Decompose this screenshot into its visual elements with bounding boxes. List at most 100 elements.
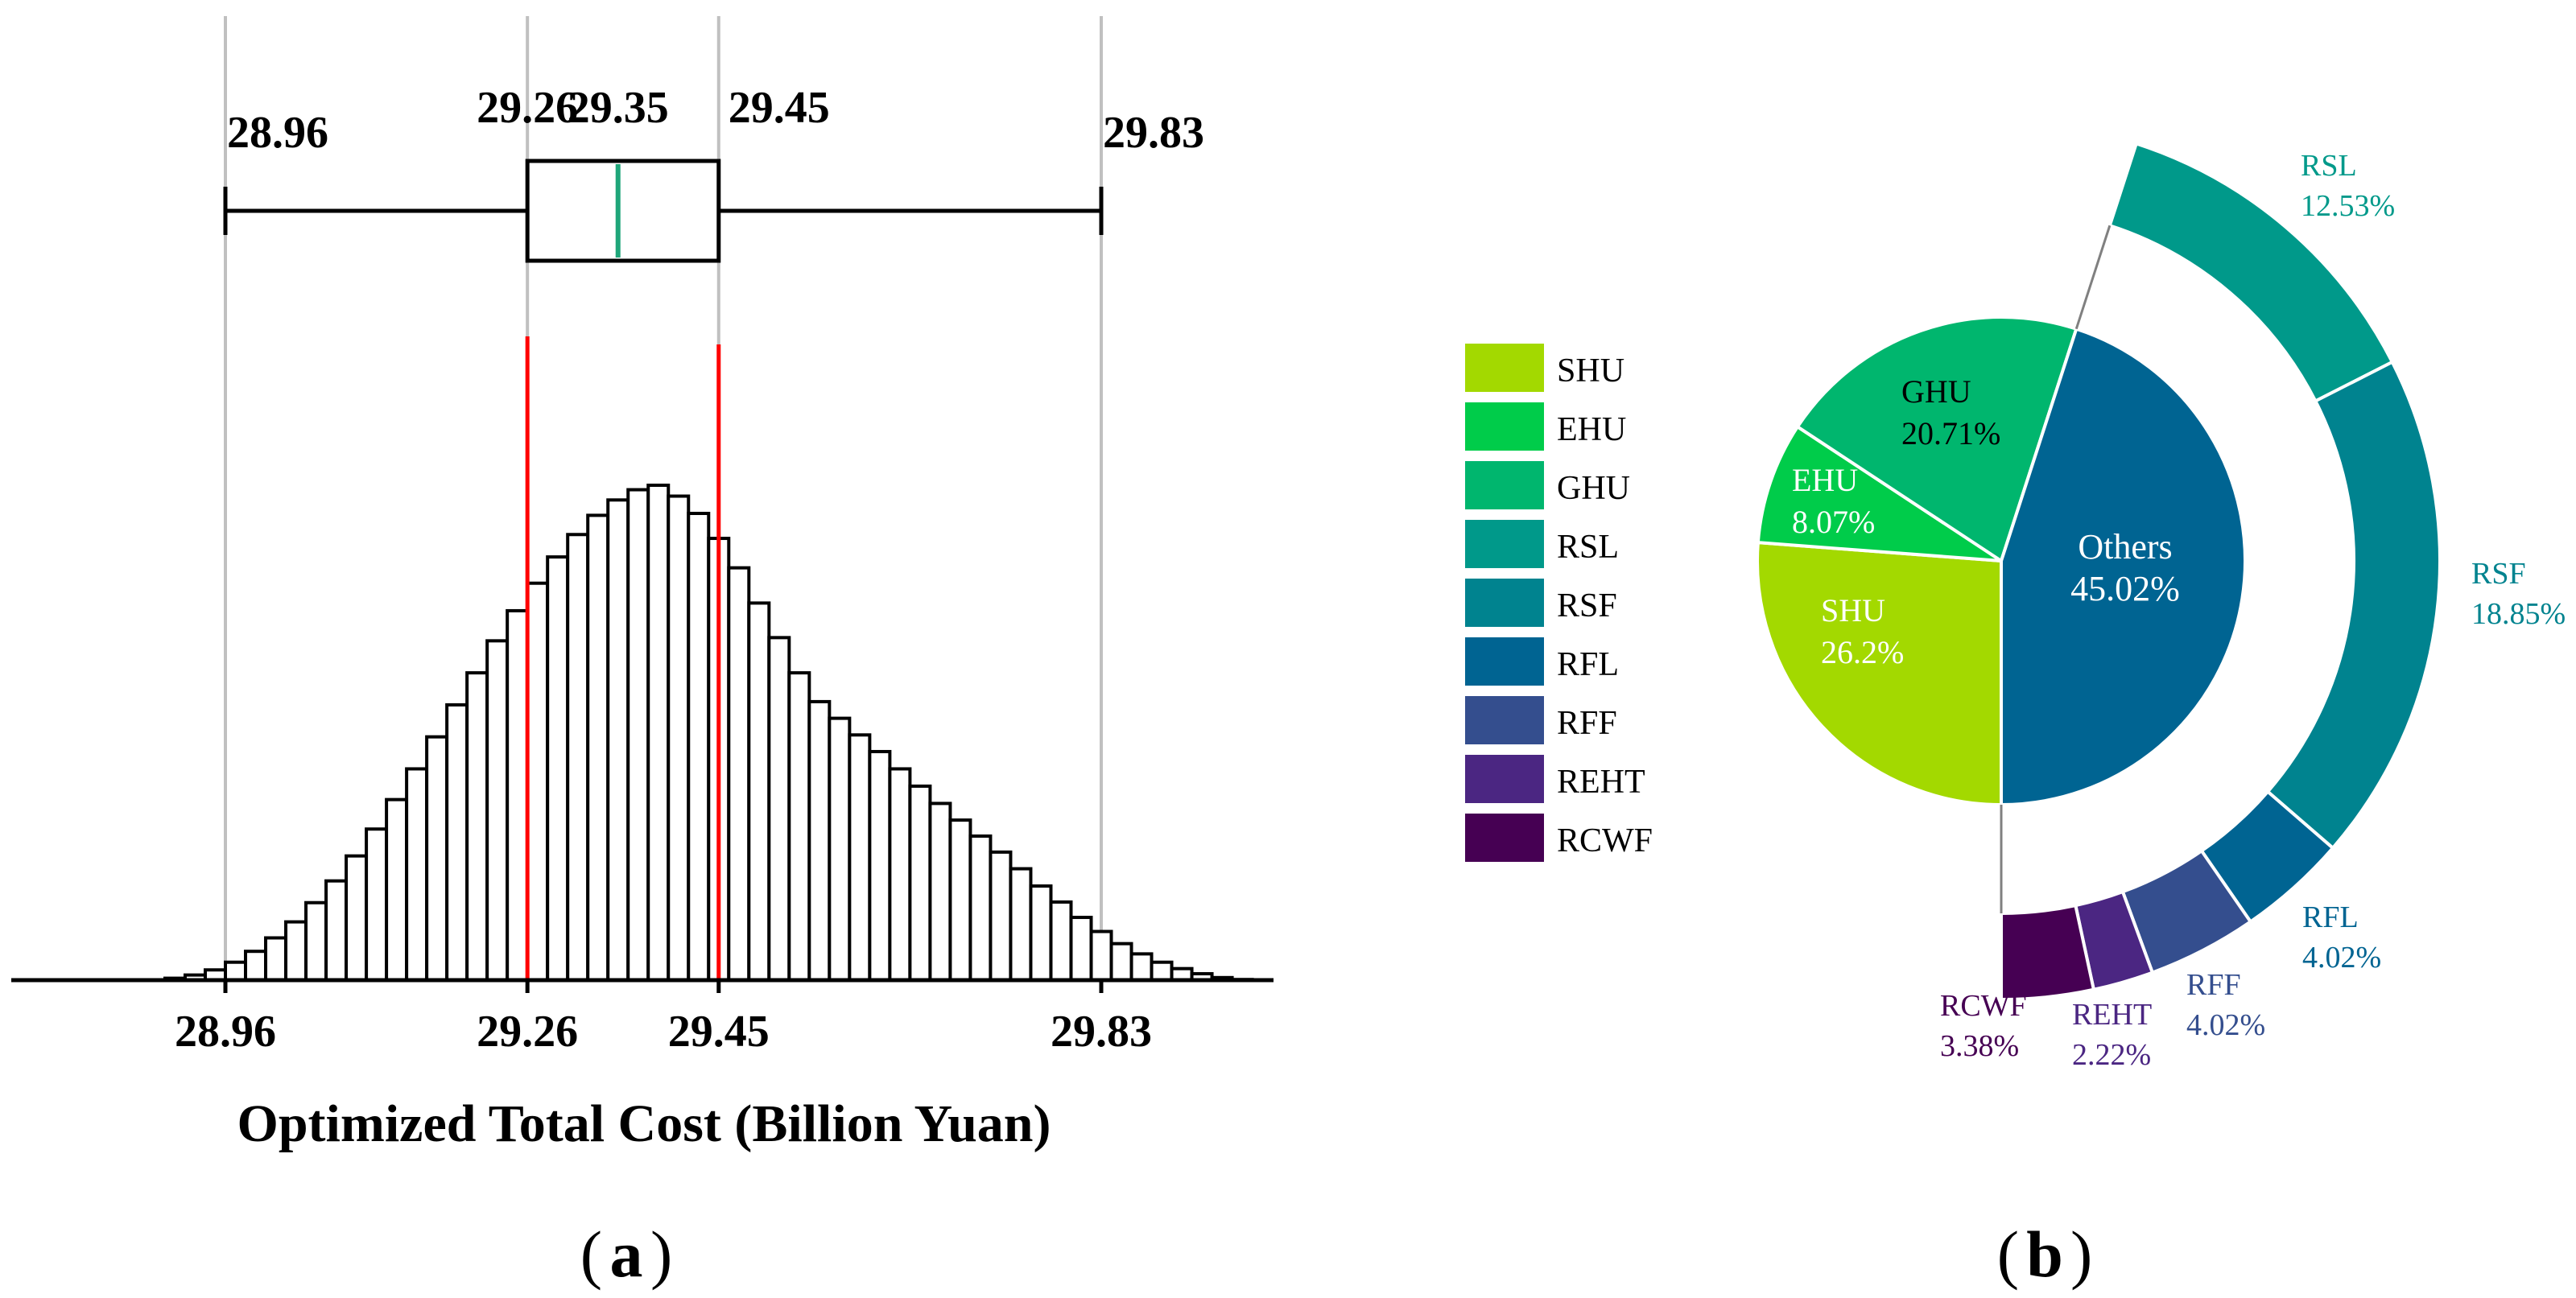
- histogram-bar: [465, 671, 489, 982]
- legend-swatch: [1465, 637, 1544, 686]
- histogram-bar: [948, 818, 972, 982]
- x-tick-label: 29.26: [477, 1007, 578, 1057]
- histogram-bar: [324, 879, 349, 982]
- panel-label-b-letter: b: [2026, 1218, 2063, 1291]
- pie-slice-name: SHU: [1821, 592, 1885, 628]
- panel-label-b-open-paren: (: [1997, 1218, 2019, 1291]
- histogram-bar: [848, 733, 872, 982]
- histogram-bar: [586, 513, 610, 982]
- histogram-bar: [385, 797, 409, 983]
- outer-segment-percent: 4.02%: [2302, 941, 2381, 975]
- panel-label-a: ( a ): [580, 1218, 673, 1291]
- pie-slice-percent: 26.2%: [1821, 634, 1904, 670]
- histogram-bar: [908, 784, 932, 983]
- histogram-bar: [425, 735, 449, 982]
- pie-slice: [2000, 327, 2247, 807]
- legend-label: RFL: [1557, 646, 1619, 683]
- connector-lines: [2000, 225, 2112, 913]
- legend-swatch: [1465, 696, 1544, 744]
- boxplot-label-q1: 29.26: [477, 83, 578, 133]
- histogram-bar: [646, 484, 671, 982]
- histogram-bar: [345, 854, 369, 983]
- histogram-bar: [968, 834, 993, 982]
- outer-segment-percent: 4.02%: [2186, 1008, 2265, 1042]
- outer-segment-name: RCWF: [1940, 989, 2027, 1023]
- histogram-bar: [667, 494, 691, 982]
- histogram-bar: [868, 749, 892, 983]
- legend-label: EHU: [1557, 411, 1626, 448]
- legend-label: RSF: [1557, 587, 1617, 624]
- histogram-bar: [566, 533, 590, 982]
- histogram-bar: [1009, 867, 1033, 982]
- panel-label-a-open-paren: (: [580, 1218, 602, 1291]
- histogram-bar: [787, 671, 811, 982]
- pie-slice-percent: 45.02%: [2070, 569, 2180, 608]
- outer-segment-percent: 3.38%: [1940, 1029, 2019, 1063]
- pie-slice-name: GHU: [1901, 373, 1971, 410]
- outer-segment-name: RSL: [2301, 149, 2357, 183]
- histogram-bar: [1129, 952, 1154, 983]
- x-axis-label: Optimized Total Cost (Billion Yuan): [237, 1094, 1051, 1153]
- legend-swatch: [1465, 579, 1544, 627]
- boxplot: [223, 159, 1104, 263]
- histogram: [163, 484, 1254, 983]
- legend-label: RFF: [1557, 705, 1617, 742]
- outer-segment-percent: 12.53%: [2301, 189, 2395, 223]
- legend-label: RSL: [1557, 529, 1619, 566]
- histogram-bar: [1049, 900, 1073, 983]
- x-tick-label: 29.45: [668, 1007, 770, 1057]
- histogram-bar: [1150, 960, 1174, 982]
- histogram-bar: [365, 827, 389, 982]
- histogram-bar: [807, 699, 832, 982]
- outer-segment: [2265, 360, 2442, 851]
- histogram-bar: [989, 850, 1013, 982]
- outer-segment-name: RFF: [2186, 968, 2241, 1002]
- legend-swatch: [1465, 402, 1544, 451]
- outer-segment-name: REHT: [2072, 998, 2152, 1032]
- outer-segment-labels: RSL 12.53% RSF 18.85% RFL 4.02% RFF 4.02% REHT 2.…: [1940, 149, 2566, 1072]
- histogram-bar: [526, 581, 550, 982]
- pie-slice-name: EHU: [1792, 462, 1858, 498]
- boxplot-label-max: 29.83: [1103, 108, 1204, 158]
- legend-swatch: [1465, 461, 1544, 509]
- panel-label-b-close-paren: ): [2070, 1218, 2092, 1291]
- histogram-bar: [284, 920, 308, 982]
- inner-pie: [1756, 315, 2247, 807]
- histogram-bar: [747, 601, 771, 982]
- pie-slice-percent: 20.71%: [1901, 415, 2000, 451]
- legend-label: REHT: [1557, 764, 1645, 801]
- histogram-bar: [506, 608, 530, 983]
- legend-swatch: [1465, 755, 1544, 803]
- outer-segment-name: RSF: [2471, 557, 2526, 591]
- x-tick-label: 29.83: [1051, 1007, 1152, 1057]
- histogram-bar: [727, 566, 751, 982]
- outer-segment-percent: 2.22%: [2072, 1038, 2151, 1072]
- histogram-bar: [485, 639, 510, 982]
- histogram-bar: [224, 960, 248, 982]
- x-axis-ticks: 28.96 29.26 29.45 29.83: [175, 980, 1152, 1057]
- connector-line: [2074, 225, 2112, 330]
- boxplot-label-min: 28.96: [227, 108, 328, 158]
- boxplot-label-median: 29.35: [568, 83, 669, 133]
- panel-label-b: ( b ): [1997, 1218, 2093, 1291]
- outer-segment-percent: 18.85%: [2471, 597, 2566, 631]
- panel-label-a-close-paren: ): [650, 1218, 672, 1291]
- outer-segment-name: RFL: [2302, 900, 2359, 934]
- boxplot-label-q3: 29.45: [729, 83, 830, 133]
- histogram-bar: [405, 767, 429, 982]
- legend: SHU EHU GHU RSL RSF RFL RFF REHT RCWF: [1465, 344, 1653, 862]
- histogram-bar: [1089, 929, 1113, 983]
- histogram-bar: [264, 936, 288, 983]
- histogram-bar: [546, 555, 570, 982]
- histogram-bar: [1029, 884, 1053, 983]
- legend-label: SHU: [1557, 352, 1624, 389]
- histogram-bar: [687, 512, 711, 982]
- histogram-bar: [1109, 942, 1133, 983]
- x-tick-label: 28.96: [175, 1007, 276, 1057]
- histogram-bar: [1069, 916, 1093, 982]
- histogram-bar: [767, 636, 791, 982]
- legend-swatch: [1465, 814, 1544, 862]
- outer-segment: [2000, 903, 2096, 1002]
- reference-lines: [525, 336, 721, 980]
